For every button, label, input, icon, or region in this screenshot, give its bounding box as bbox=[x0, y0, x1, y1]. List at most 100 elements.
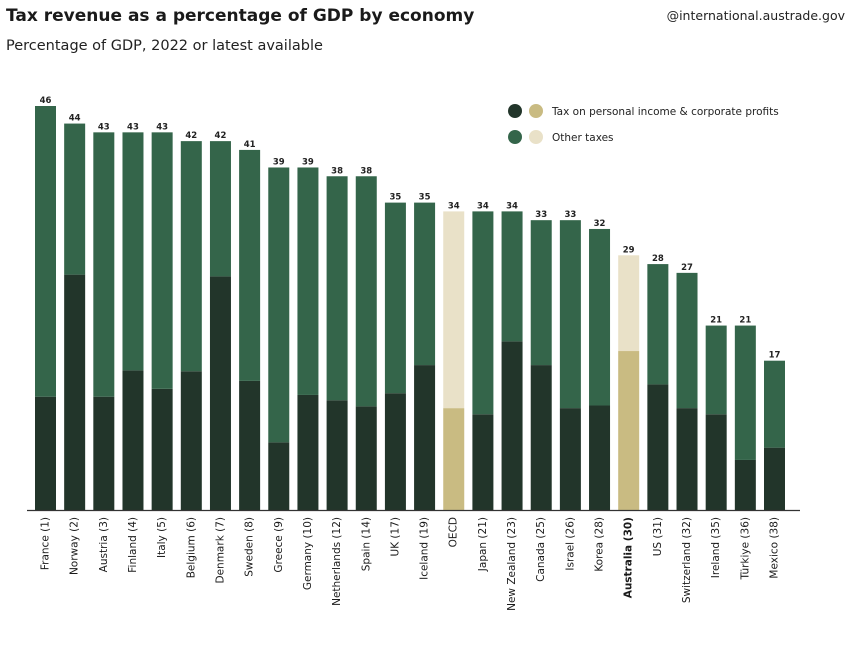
bar-other-switzerland-32 bbox=[676, 272, 698, 409]
bar-other-t-rkiye-36 bbox=[734, 325, 756, 460]
value-label-oecd: 34 bbox=[448, 201, 460, 211]
category-label-iceland-19: Iceland (19) bbox=[419, 517, 431, 580]
bar-other-finland-4 bbox=[122, 132, 144, 371]
legend-income-dark-swatch bbox=[508, 104, 522, 118]
value-label-denmark-7: 42 bbox=[215, 131, 227, 141]
value-labels-group: 46 44 43 43 43 42 42 41 39 39 38 38 35 35 34 34 34 33 33 32… bbox=[40, 96, 781, 361]
value-label-ireland-35: 21 bbox=[710, 316, 722, 326]
category-label-italy-5: Italy (5) bbox=[156, 517, 168, 558]
bar-other-spain-14 bbox=[355, 176, 377, 407]
bar-other-us-31 bbox=[647, 264, 669, 385]
bar-income-austria-3 bbox=[93, 396, 115, 510]
value-label-spain-14: 38 bbox=[360, 166, 372, 176]
category-label-spain-14: Spain (14) bbox=[360, 517, 372, 571]
value-label-austria-3: 43 bbox=[98, 122, 110, 132]
bar-income-oecd bbox=[443, 408, 465, 510]
bar-other-oecd bbox=[443, 211, 465, 409]
bar-other-netherlands-12 bbox=[326, 176, 348, 401]
category-label-canada-25: Canada (25) bbox=[535, 517, 547, 582]
bar-income-ireland-35 bbox=[705, 414, 727, 510]
legend-income-label: Tax on personal income & corporate profi… bbox=[551, 106, 779, 118]
value-label-switzerland-32: 27 bbox=[681, 263, 693, 273]
bar-other-japan-21 bbox=[472, 211, 494, 415]
value-label-japan-21: 34 bbox=[477, 201, 489, 211]
bar-other-belgium-6 bbox=[180, 141, 202, 372]
bar-other-greece-9 bbox=[268, 167, 290, 443]
bar-income-germany-10 bbox=[297, 394, 319, 510]
bar-income-canada-25 bbox=[530, 365, 552, 510]
value-label-italy-5: 43 bbox=[156, 122, 168, 132]
legend-income-highlight-swatch bbox=[529, 104, 543, 118]
bar-income-mexico-38 bbox=[764, 447, 785, 510]
bar-income-switzerland-32 bbox=[676, 408, 698, 510]
category-label-israel-26: Israel (26) bbox=[564, 517, 576, 571]
bar-income-netherlands-12 bbox=[326, 400, 348, 510]
value-label-israel-26: 33 bbox=[564, 210, 576, 220]
value-label-uk-17: 35 bbox=[389, 193, 401, 203]
category-label-new-zealand-23: New Zealand (23) bbox=[506, 517, 518, 611]
bar-income-france-1 bbox=[35, 396, 56, 510]
legend-other-green-swatch bbox=[508, 130, 522, 144]
value-label-sweden-8: 41 bbox=[244, 140, 256, 150]
bar-income-greece-9 bbox=[268, 442, 290, 510]
category-label-denmark-7: Denmark (7) bbox=[214, 517, 226, 583]
category-label-t-rkiye-36: Türkiye (36) bbox=[739, 517, 751, 581]
bar-income-finland-4 bbox=[122, 370, 144, 510]
value-label-finland-4: 43 bbox=[127, 122, 139, 132]
bar-income-spain-14 bbox=[355, 406, 377, 510]
value-label-australia-30: 29 bbox=[623, 245, 635, 255]
category-label-germany-10: Germany (10) bbox=[302, 517, 314, 590]
bar-income-uk-17 bbox=[384, 393, 406, 510]
category-label-australia-30: Australia (30) bbox=[623, 517, 635, 598]
bar-income-italy-5 bbox=[151, 388, 173, 510]
category-label-mexico-38: Mexico (38) bbox=[769, 517, 781, 579]
category-label-france-1: France (1) bbox=[40, 517, 52, 570]
value-label-korea-28: 32 bbox=[594, 219, 606, 229]
source-credit: @international.austrade.gov bbox=[666, 8, 845, 23]
bar-income-norway-2 bbox=[64, 274, 86, 510]
bar-other-sweden-8 bbox=[239, 149, 261, 381]
category-label-greece-9: Greece (9) bbox=[273, 517, 285, 573]
bar-other-ireland-35 bbox=[705, 325, 727, 415]
bar-income-korea-28 bbox=[589, 405, 611, 510]
category-label-finland-4: Finland (4) bbox=[127, 517, 139, 573]
bar-other-korea-28 bbox=[589, 228, 611, 406]
category-label-uk-17: UK (17) bbox=[389, 517, 401, 556]
bar-other-canada-25 bbox=[530, 220, 552, 366]
value-label-netherlands-12: 38 bbox=[331, 166, 343, 176]
value-label-france-1: 46 bbox=[40, 96, 52, 106]
bar-income-new-zealand-23 bbox=[501, 341, 523, 510]
bar-income-denmark-7 bbox=[209, 276, 231, 510]
chart-title: Tax revenue as a percentage of GDP by ec… bbox=[6, 6, 475, 26]
category-label-oecd: OECD bbox=[448, 517, 460, 547]
legend-other-highlight-swatch bbox=[529, 130, 543, 144]
bar-income-israel-26 bbox=[559, 408, 581, 510]
bar-income-us-31 bbox=[647, 384, 669, 510]
value-label-greece-9: 39 bbox=[273, 157, 285, 167]
category-label-us-31: US (31) bbox=[652, 517, 664, 556]
bar-income-belgium-6 bbox=[180, 371, 202, 510]
value-label-mexico-38: 17 bbox=[769, 351, 781, 361]
bar-income-t-rkiye-36 bbox=[734, 459, 756, 510]
value-label-germany-10: 39 bbox=[302, 157, 314, 167]
bar-other-uk-17 bbox=[384, 202, 406, 394]
bar-income-japan-21 bbox=[472, 414, 494, 510]
category-label-korea-28: Korea (28) bbox=[594, 517, 606, 572]
category-labels-group: France (1) Norway (2) Austria (3) Finland (… bbox=[40, 517, 781, 611]
bar-income-iceland-19 bbox=[414, 365, 436, 510]
value-label-t-rkiye-36: 21 bbox=[739, 316, 751, 326]
bar-other-italy-5 bbox=[151, 132, 173, 389]
bar-income-sweden-8 bbox=[239, 380, 261, 510]
value-label-new-zealand-23: 34 bbox=[506, 201, 518, 211]
value-label-norway-2: 44 bbox=[69, 114, 81, 124]
bar-other-new-zealand-23 bbox=[501, 211, 523, 342]
bar-other-mexico-38 bbox=[764, 360, 785, 448]
category-label-sweden-8: Sweden (8) bbox=[244, 517, 256, 577]
value-label-belgium-6: 42 bbox=[185, 131, 197, 141]
legend: Tax on personal income & corporate profi… bbox=[508, 104, 779, 144]
bar-other-israel-26 bbox=[559, 220, 581, 409]
bars-group bbox=[35, 106, 785, 510]
legend-other-label: Other taxes bbox=[552, 132, 614, 144]
category-label-norway-2: Norway (2) bbox=[69, 517, 81, 575]
